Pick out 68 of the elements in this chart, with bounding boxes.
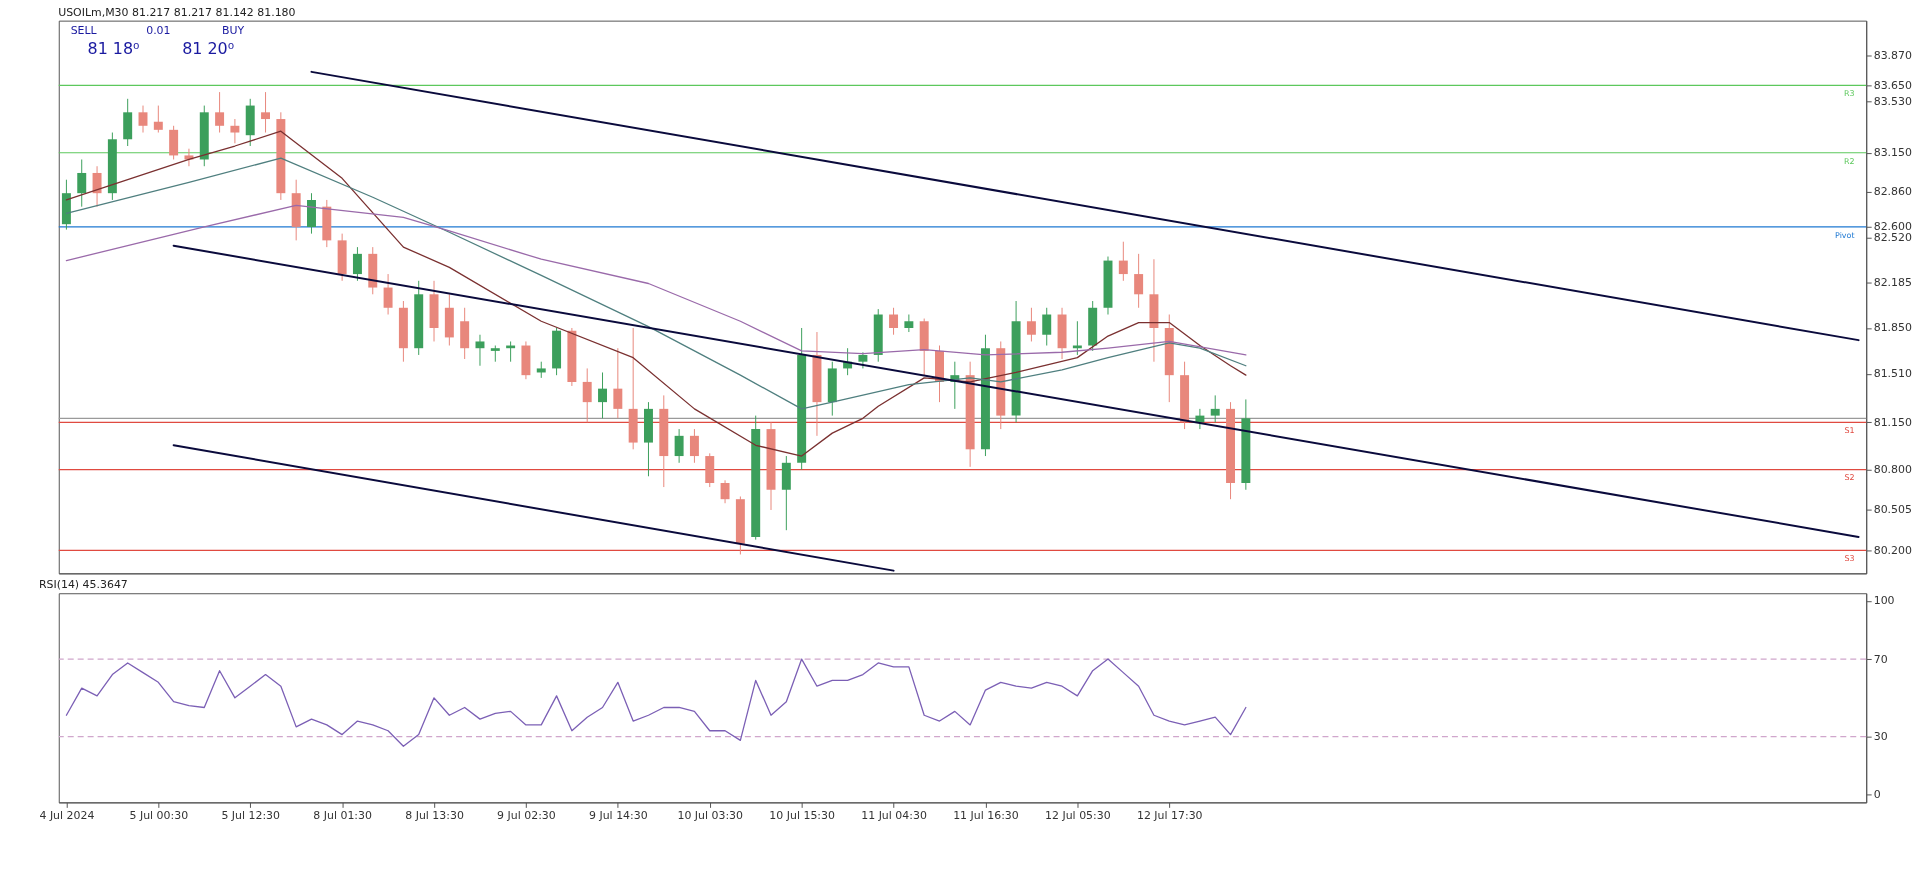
- candlestick: [153, 105, 163, 134]
- ref-line-label: S1: [1844, 426, 1855, 436]
- ref-line-label: Pivot: [1835, 230, 1855, 240]
- ref-line-label: S3: [1844, 554, 1855, 564]
- y-tick-label: 81.510: [1873, 367, 1912, 381]
- candlestick: [475, 334, 485, 367]
- ref-line-label: R3: [1843, 89, 1855, 99]
- candlestick: [674, 428, 684, 464]
- candlestick: [1134, 253, 1144, 309]
- annotation: 81 20⁰: [182, 38, 235, 58]
- y-tick-label: 80.800: [1873, 463, 1912, 477]
- annotation: 81 18⁰: [87, 38, 140, 58]
- y-tick-label: 83.650: [1873, 78, 1912, 92]
- candlestick: [1042, 307, 1052, 347]
- x-tick-label: 10 Jul 03:30: [677, 808, 744, 822]
- x-tick-label: 11 Jul 16:30: [953, 808, 1019, 822]
- y-tick-label: 83.150: [1873, 146, 1912, 160]
- candlestick: [904, 314, 914, 333]
- candlestick: [582, 367, 592, 423]
- x-tick-label: 8 Jul 13:30: [405, 808, 464, 822]
- ref-line-label: S2: [1844, 473, 1855, 483]
- y-tick-label: 82.600: [1873, 220, 1912, 234]
- y-tick-label: 83.530: [1873, 95, 1912, 109]
- annotation: SELL: [70, 23, 98, 37]
- y-tick-label: 80.200: [1873, 543, 1912, 557]
- y-tick-label: 0: [1873, 788, 1881, 802]
- candlestick: [1210, 394, 1220, 423]
- y-tick-label: 70: [1873, 652, 1888, 666]
- candlestick: [598, 371, 607, 419]
- candlestick: [1118, 241, 1128, 282]
- candlestick: [138, 105, 148, 134]
- candlestick: [889, 307, 899, 336]
- ref-line-label: R2: [1843, 156, 1855, 166]
- candlestick: [383, 273, 393, 316]
- candlestick: [689, 428, 699, 464]
- candlestick: [261, 91, 271, 134]
- candlestick: [613, 347, 623, 419]
- candlestick: [77, 158, 87, 208]
- x-tick-label: 10 Jul 15:30: [769, 808, 835, 822]
- x-tick-label: 12 Jul 17:30: [1136, 808, 1203, 822]
- y-tick-label: 82.185: [1873, 276, 1912, 290]
- annotation: BUY: [221, 23, 245, 37]
- x-tick-label: 12 Jul 05:30: [1045, 808, 1111, 822]
- x-tick-label: 9 Jul 14:30: [589, 808, 648, 822]
- annotation: 0.01: [146, 23, 171, 37]
- candlestick: [230, 118, 240, 144]
- x-tick-label: 11 Jul 04:30: [861, 808, 927, 822]
- y-tick-label: 82.860: [1873, 185, 1912, 199]
- candlestick: [352, 246, 362, 282]
- line-series: [65, 658, 1247, 747]
- y-tick-label: 100: [1873, 594, 1895, 608]
- x-tick-label: 5 Jul 00:30: [129, 808, 189, 822]
- chart-title: RSI(14) 45.3647: [38, 578, 128, 592]
- candlestick: [92, 165, 102, 208]
- y-tick-label: 81.150: [1873, 415, 1912, 429]
- y-tick-label: 30: [1873, 730, 1888, 744]
- candlestick: [720, 479, 730, 504]
- candlestick: [215, 91, 225, 134]
- x-tick-label: 5 Jul 12:30: [221, 808, 281, 822]
- x-tick-label: 9 Jul 02:30: [497, 808, 556, 822]
- x-tick-label: 8 Jul 01:30: [313, 808, 372, 822]
- y-tick-label: 80.505: [1873, 502, 1912, 516]
- x-tick-label: 4 Jul 2024: [39, 808, 95, 822]
- y-tick-label: 81.850: [1873, 321, 1912, 335]
- candlestick: [1026, 307, 1036, 342]
- y-tick-label: 82.520: [1873, 231, 1912, 245]
- chart-title: USOILm,M30 81.217 81.217 81.142 81.180: [58, 5, 296, 19]
- y-tick-label: 83.870: [1873, 49, 1912, 63]
